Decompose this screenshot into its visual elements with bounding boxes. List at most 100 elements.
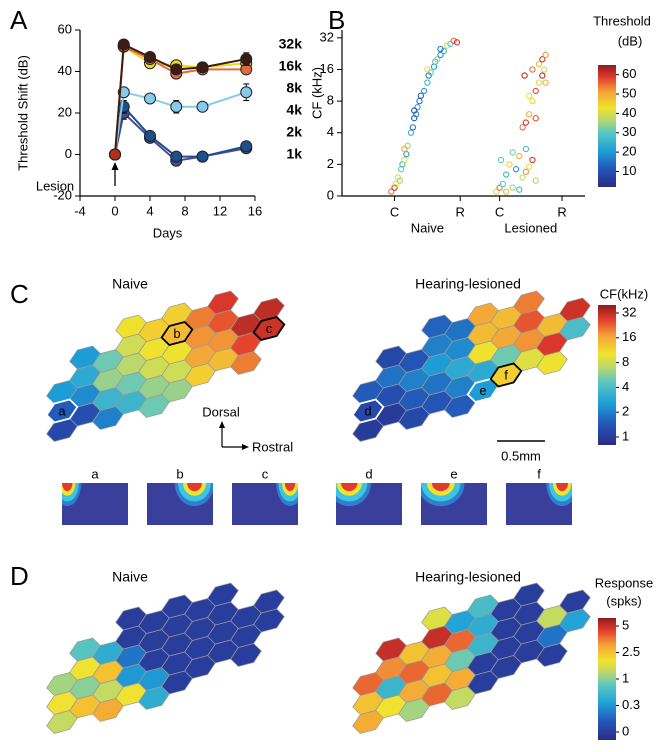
series-line [115, 107, 246, 157]
scatter-point [540, 73, 545, 78]
annotation-label: Lesion [36, 178, 74, 193]
scatter-point [418, 93, 423, 98]
map-title: Naive [112, 569, 148, 585]
colorbar-tick-label: 1 [622, 670, 629, 685]
colorbar-tick-label: 32 [622, 304, 636, 319]
scatter-point [410, 125, 415, 130]
map-cell [254, 298, 285, 321]
marker [110, 149, 121, 160]
cell-label: b [173, 326, 180, 341]
scatter-point [536, 80, 541, 85]
orientation-label: Dorsal [202, 404, 240, 419]
map-cell [208, 291, 239, 314]
cell-label: d [364, 403, 371, 418]
y-tick-label: 0 [327, 187, 334, 202]
scatter-point [402, 157, 407, 162]
legend-label: 1k [286, 146, 302, 162]
scatter-point [543, 52, 548, 57]
y-axis-label: Threshold Shift (dB) [15, 55, 30, 171]
y-tick-label: 8 [327, 93, 334, 108]
marker [197, 101, 208, 112]
marker [241, 141, 252, 152]
receptive-field-blob [341, 475, 357, 491]
page: A B C D Naive Hearing-lesioned Naive Hea… [0, 0, 657, 752]
colorbar-title: CF(kHz) [600, 286, 648, 301]
scatter-point [527, 112, 532, 117]
x-tick-label: C [390, 204, 399, 219]
colorbar-tick-label: 2 [622, 404, 629, 419]
colorbar-title: (spks) [606, 593, 641, 608]
colorbar-tick-label: 50 [622, 85, 636, 100]
colorbar-tick-label: 2.5 [622, 644, 640, 659]
scatter-point [425, 80, 430, 85]
scatter-point [527, 164, 532, 169]
colorbar-tick-label: 16 [622, 329, 636, 344]
scatter-point [504, 172, 509, 177]
scatter-point [530, 67, 535, 72]
cell-label: c [266, 321, 273, 336]
scatter-point [402, 146, 407, 151]
map-cell [254, 590, 285, 613]
y-tick-label: 2 [327, 156, 334, 171]
scale-bar-label: 0.5mm [501, 448, 541, 463]
marker [145, 51, 156, 62]
marker [145, 93, 156, 104]
scatter-point [431, 64, 436, 69]
legend-label: 32k [279, 36, 303, 52]
scatter-point [520, 175, 525, 180]
y-tick-label: 32 [320, 29, 334, 44]
receptive-field-blob [285, 475, 295, 491]
scatter-point [405, 143, 410, 148]
marker [171, 101, 182, 112]
scatter-point [520, 125, 525, 130]
scatter-point [523, 146, 528, 151]
map-title: Hearing-lesioned [415, 276, 521, 292]
figure: A B C D Naive Hearing-lesioned Naive Hea… [0, 0, 657, 752]
map-title: Hearing-lesioned [415, 569, 521, 585]
map-cell [208, 583, 239, 606]
cell-label: a [58, 403, 66, 418]
map-cell [560, 590, 591, 613]
scatter-point [510, 185, 515, 190]
y-tick-label: 60 [58, 21, 72, 36]
colorbar [598, 305, 616, 445]
colorbar-tick-label: 1 [622, 428, 629, 443]
scatter-point [498, 157, 503, 162]
scatter-point [543, 80, 548, 85]
marker [197, 62, 208, 73]
panel-letter: C [10, 279, 29, 309]
scatter-point [510, 150, 515, 155]
receptive-field-blob [62, 475, 72, 491]
scatter-point [517, 187, 522, 192]
marker [241, 87, 252, 98]
x-tick-label: 16 [248, 203, 262, 218]
y-tick-label: 4 [327, 124, 334, 139]
thumb-label: e [450, 466, 457, 481]
legend-label: 4k [286, 102, 302, 118]
x-tick-label: C [495, 204, 504, 219]
scatter-point [533, 178, 538, 183]
colorbar-tick-label: 60 [622, 66, 636, 81]
colorbar-tick-label: 30 [622, 124, 636, 139]
x-tick-label: -4 [74, 203, 86, 218]
y-tick-label: 0 [65, 146, 72, 161]
scatter-point [523, 120, 528, 125]
colorbar-title: Response [595, 575, 654, 590]
scatter-point [527, 93, 532, 98]
scatter-point [500, 181, 505, 186]
scatter-point [504, 189, 509, 194]
group-label: Naive [411, 220, 444, 235]
annotation-arrowhead [112, 162, 119, 170]
receptive-field-blob [556, 475, 568, 491]
cell-label: f [504, 367, 508, 382]
orientation-label: Rostral [252, 439, 293, 454]
thumb-label: d [365, 466, 372, 481]
map-cell [514, 291, 545, 314]
compass-arrowhead [219, 421, 225, 428]
legend-label: 8k [286, 80, 302, 96]
legend-label: 16k [279, 58, 303, 74]
scatter-point [517, 153, 522, 158]
scatter-point [425, 67, 430, 72]
x-axis-label: Days [153, 225, 183, 240]
receptive-field-blob [187, 475, 202, 491]
